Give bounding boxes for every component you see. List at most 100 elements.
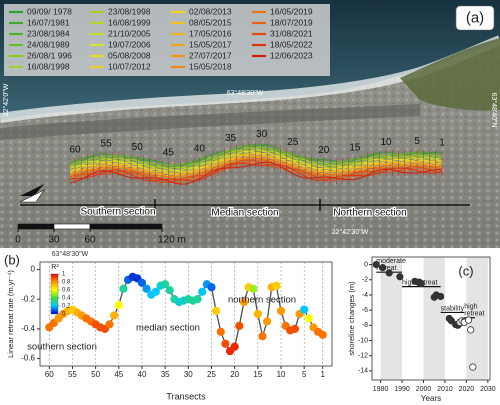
data-point: [467, 326, 475, 334]
colorbar-tick-label: 0: [62, 312, 66, 318]
data-point: [396, 273, 404, 281]
data-point: [114, 300, 123, 310]
data-point: [235, 321, 244, 330]
transect-label: 15: [349, 142, 361, 153]
y-tick-label: -12: [358, 353, 368, 360]
transect-label: 35: [225, 133, 237, 144]
data-point: [110, 311, 119, 320]
transect-label: 1: [439, 138, 445, 149]
data-point: [221, 339, 230, 348]
data-point: [469, 363, 477, 371]
data-point: [437, 292, 445, 301]
y-tick-label: -6: [362, 307, 368, 314]
y-tick-label: 0: [364, 261, 368, 268]
data-point: [318, 330, 327, 339]
legend-label: 31/08/2021: [270, 28, 313, 38]
data-point: [417, 279, 425, 288]
scale-label: 120 m: [158, 235, 186, 246]
x-tick-label: 2030: [480, 386, 496, 393]
annotation: northern section: [228, 295, 296, 306]
data-point: [258, 332, 267, 341]
scale-label: 0: [15, 235, 21, 246]
scale-segment: [89, 223, 163, 230]
scale-label: 30: [48, 235, 60, 246]
data-point: [249, 284, 258, 293]
data-point: [207, 283, 216, 292]
data-point: [216, 327, 225, 336]
legend-label: 23/08/1998: [108, 6, 151, 16]
data-point: [239, 298, 249, 307]
panel-c: 1980 1990 2000 2010 2020 2030 0 -2 -4 -6 -8 -10 -12 -…: [347, 256, 496, 403]
y-tick-label: -2: [362, 277, 368, 284]
data-point: [290, 324, 300, 333]
legend-label: 05/08/2008: [108, 50, 151, 60]
period-label: high: [464, 304, 477, 311]
x-tick-label: 1980: [373, 386, 389, 393]
legend-label: 18/05/2022: [270, 39, 313, 49]
legend-label: 27/07/2017: [189, 50, 232, 60]
panel-label-box: [455, 5, 495, 31]
data-point: [263, 317, 272, 326]
y-tick-label: -0.4: [21, 324, 35, 333]
transect-label: 45: [163, 148, 175, 159]
x-tick-label: 60: [45, 370, 54, 379]
section-label: Southern section: [80, 207, 155, 218]
legend-label: 08/05/2015: [189, 17, 232, 27]
period-label: retreat: [376, 265, 396, 272]
colorbar-tick-label: 1: [62, 272, 66, 278]
data-point: [385, 269, 393, 277]
period-shade: [380, 257, 403, 380]
legend-label: 26/08/1 996: [27, 50, 72, 60]
y-tick-label: -4: [362, 292, 368, 299]
x-tick-label: 25: [207, 370, 216, 379]
data-point: [230, 342, 239, 351]
legend-label: 23/08/1984: [27, 28, 70, 38]
x-tick-label: 2020: [459, 386, 475, 393]
transect-label: 50: [132, 142, 144, 153]
x-tick-label: 2000: [416, 386, 432, 393]
period-label: retreat: [464, 311, 484, 318]
data-point: [379, 264, 387, 272]
transect-label: 60: [69, 145, 81, 156]
legend-label: 15/05/2018: [189, 61, 232, 71]
north-arrow: [19, 189, 45, 203]
legend-label: 12/06/2023: [270, 50, 313, 60]
coordinate-label: 63°48'30"W: [52, 250, 89, 258]
data-point: [304, 314, 313, 323]
transect-label: 10: [380, 137, 392, 148]
panel-b: 60 55 50 45 40 35 30 25 20 15 10 5 1-0.6-0.4-0.20 R²0…: [4, 252, 333, 401]
transect-label: 5: [414, 136, 420, 147]
data-point: [165, 286, 174, 295]
period-label: stability: [441, 305, 465, 312]
data-point: [276, 306, 286, 316]
data-point: [253, 309, 262, 319]
coordinate-label: 22°42'30"W: [332, 228, 369, 236]
colorbar-tick-label: 0.2: [62, 304, 71, 310]
data-point: [464, 316, 473, 324]
x-tick-label: 35: [161, 370, 170, 379]
period-shade: [423, 257, 445, 380]
legend-label: 18/07/2019: [270, 17, 313, 27]
colorbar-tick-label: 0.8: [62, 280, 71, 286]
legend-label: 21/10/2005: [108, 28, 151, 38]
panel-label: (c): [458, 263, 473, 278]
x-tick-label: 5: [302, 370, 307, 379]
colorbar-title: R²: [51, 264, 59, 271]
legend-label: 02/08/2013: [189, 6, 232, 16]
y-axis-title: Linear retreat rate (m.yr⁻¹): [6, 270, 15, 358]
data-point: [137, 278, 147, 287]
colorbar-tick-label: 0.6: [62, 288, 71, 294]
data-point: [119, 284, 128, 293]
data-point: [212, 306, 221, 316]
y-tick-label: -10: [358, 337, 368, 344]
transect-label: 40: [194, 144, 206, 155]
data-point: [161, 280, 170, 289]
x-tick-label: 40: [138, 370, 147, 379]
transect-label: 20: [318, 145, 330, 156]
y-tick-label: -0.2: [21, 294, 35, 303]
data-point: [151, 287, 160, 296]
legend-label: 16/07/1981: [27, 17, 70, 27]
legend-label: 16/08/1999: [108, 17, 151, 27]
